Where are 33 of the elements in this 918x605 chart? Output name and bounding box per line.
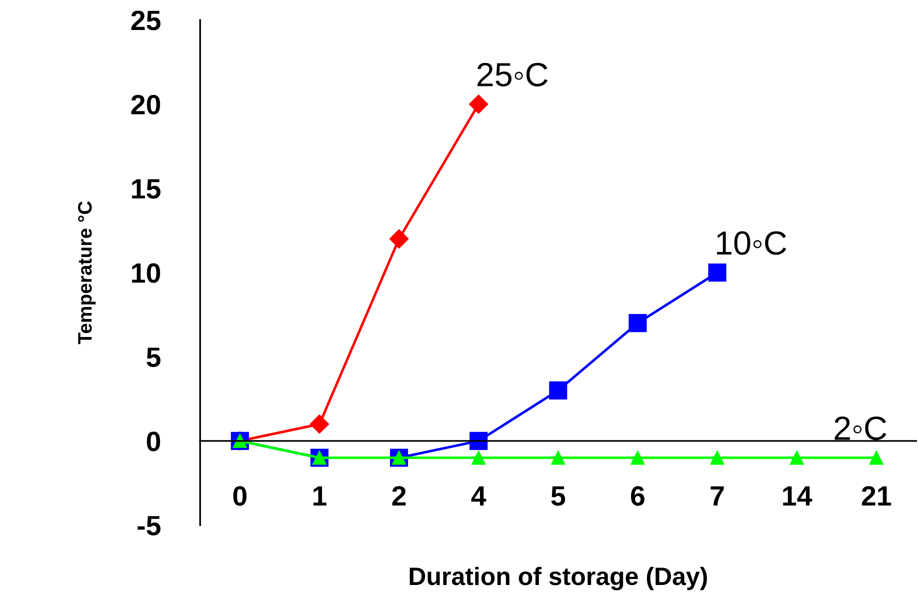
y-tick-label: 20 (131, 94, 160, 114)
series-label: 25◦C (477, 62, 548, 86)
point (708, 264, 726, 282)
point (869, 450, 884, 465)
point (469, 94, 488, 114)
x-tick-label: 5 (551, 486, 566, 506)
y-tick-label: 15 (132, 179, 160, 199)
y-tick-label: 5 (146, 348, 160, 368)
x-tick-label: 4 (471, 486, 486, 506)
y-axis-title: Temperature °C (78, 201, 96, 344)
series-label: 10◦C (717, 231, 786, 255)
point (630, 450, 645, 465)
point (790, 450, 804, 465)
point (472, 450, 486, 465)
point (628, 314, 647, 332)
x-tick-label: 1 (313, 486, 326, 506)
point (549, 381, 568, 400)
x-tick-label: 21 (862, 486, 892, 506)
y-tick-label: -5 (138, 516, 160, 536)
x-axis-title: Duration of storage (Day) (410, 566, 707, 590)
y-tick-label: 25 (131, 10, 160, 30)
y-tick-label: 10 (132, 263, 160, 283)
point (389, 229, 409, 248)
x-tick-label: 2 (392, 486, 406, 506)
x-tick-label: 6 (630, 486, 644, 506)
x-tick-label: 0 (233, 486, 246, 506)
point (310, 414, 329, 434)
x-tick-label: 7 (710, 486, 724, 506)
y-tick-label: 0 (146, 432, 160, 452)
point (551, 450, 566, 465)
series-label: 2◦C (834, 416, 886, 440)
x-tick-label: 14 (783, 486, 812, 506)
point (710, 450, 724, 465)
